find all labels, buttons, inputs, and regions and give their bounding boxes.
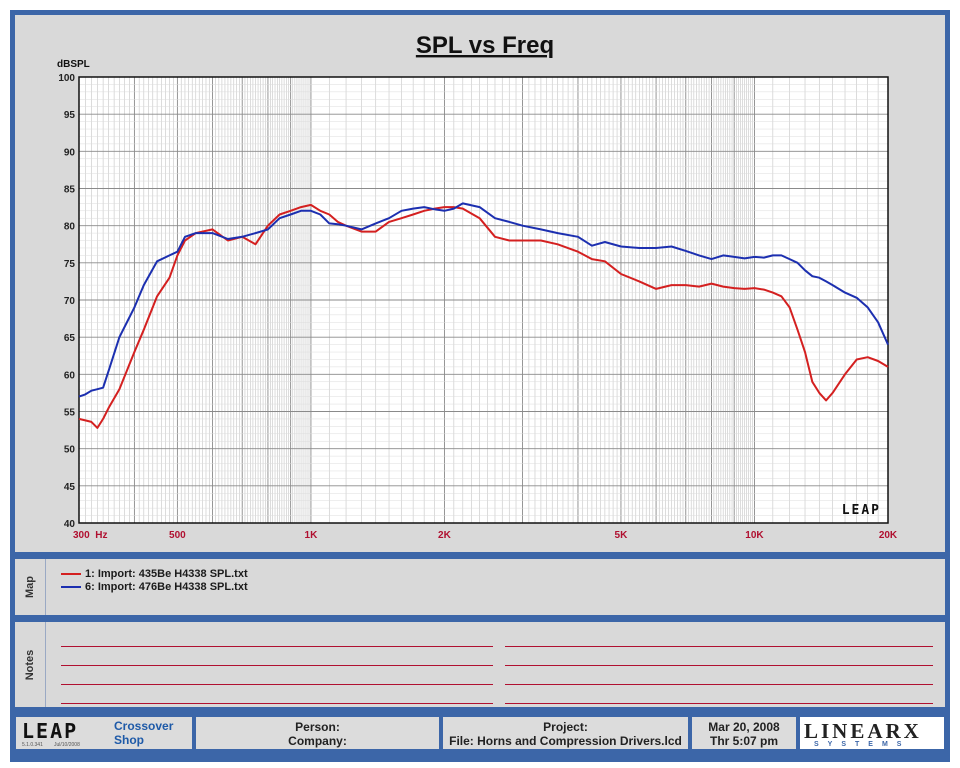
y-ticks: 40 45 50 55 60 65 70 75 80 85 90 95 100 [58, 73, 75, 530]
y-tick-label: 100 [58, 73, 75, 84]
y-tick-label: 85 [64, 185, 76, 196]
x-ticks: 300 Hz 500 1K 2K 5K 10K 20K [73, 530, 898, 541]
plot-border [78, 76, 889, 524]
x-tick-label: 5K [615, 530, 629, 541]
product-line2: Shop [114, 733, 144, 747]
product-name: Crossover Shop [114, 719, 173, 747]
legend-label: 1: Import: 435Be H4338 SPL.txt [85, 567, 248, 580]
y-tick-label: 65 [64, 333, 76, 344]
x-tick-label: 1K [305, 530, 319, 541]
y-tick-label: 45 [64, 482, 76, 493]
brand-box: LINEARX SYSTEMS [799, 716, 945, 750]
linearx-logo: LINEARX [804, 719, 922, 743]
legend-swatch [61, 572, 81, 575]
person-box: Person: Company: [195, 716, 440, 750]
project-label: Project: [543, 720, 588, 734]
app-frame: SPL vs Freq dBSPL 40 45 50 55 60 65 70 75 80 85 90… [10, 10, 950, 762]
note-line [505, 703, 933, 704]
map-label: Map [24, 576, 36, 598]
legend-label: 6: Import: 476Be H4338 SPL.txt [85, 580, 248, 593]
series-line-2 [78, 202, 889, 398]
y-tick-label: 60 [64, 370, 76, 381]
x-tick-label: 300 Hz [73, 530, 107, 541]
legend-item-1: 1: Import: 435Be H4338 SPL.txt [61, 567, 248, 580]
y-tick-label: 50 [64, 445, 76, 456]
x-tick-label: 500 [169, 530, 186, 541]
note-line [505, 665, 933, 666]
y-tick-label: 95 [64, 110, 76, 121]
y-axis-label: dBSPL [57, 59, 90, 70]
version-date: Jul/10/2008 [54, 742, 80, 748]
x-tick-label: 2K [438, 530, 452, 541]
map-side-label: Map [15, 559, 46, 615]
chart-panel: SPL vs Freq dBSPL 40 45 50 55 60 65 70 75 80 85 90… [15, 15, 945, 552]
notes-label: Notes [24, 649, 36, 680]
y-tick-label: 55 [64, 408, 76, 419]
notes-panel: Notes [15, 622, 945, 707]
legend-item-2: 6: Import: 476Be H4338 SPL.txt [61, 580, 248, 593]
company-label: Company: [288, 734, 347, 748]
leap-watermark: LEAP [842, 503, 881, 518]
leap-logo: LEAP [22, 719, 79, 743]
map-panel: Map 1: Import: 435Be H4338 SPL.txt 6: Imp… [15, 559, 945, 615]
y-tick-label: 70 [64, 296, 76, 307]
series-line-1 [78, 203, 889, 429]
person-label: Person: [295, 720, 340, 734]
footer-logo-box: LEAP 5.1.0.341 Jul/10/2008 Crossover Sho… [15, 716, 193, 750]
footer-panel: LEAP 5.1.0.341 Jul/10/2008 Crossover Sho… [15, 714, 945, 758]
version-text: 5.1.0.341 [22, 742, 43, 748]
legend-swatch [61, 585, 81, 588]
note-line [61, 703, 493, 704]
file-label: File: Horns and Compression Drivers.lcd [449, 734, 682, 748]
y-tick-label: 75 [64, 259, 76, 270]
linearx-sub: SYSTEMS [814, 741, 911, 748]
note-line [61, 646, 493, 647]
spl-chart: SPL vs Freq dBSPL 40 45 50 55 60 65 70 75 80 85 90… [57, 32, 898, 541]
project-box: Project: File: Horns and Compression Dri… [442, 716, 689, 750]
x-tick-label: 10K [745, 530, 764, 541]
date-box: Mar 20, 2008 Thr 5:07 pm [691, 716, 797, 750]
note-line [505, 646, 933, 647]
note-line [61, 665, 493, 666]
chart-title: SPL vs Freq [416, 32, 554, 59]
x-tick-label: 20K [879, 530, 898, 541]
grid [78, 76, 889, 524]
y-tick-label: 90 [64, 147, 76, 158]
product-line1: Crossover [114, 719, 174, 733]
y-tick-label: 40 [64, 519, 76, 530]
legend: 1: Import: 435Be H4338 SPL.txt 6: Import:… [61, 567, 248, 593]
note-line [505, 684, 933, 685]
series [78, 202, 889, 429]
y-tick-label: 80 [64, 222, 76, 233]
note-line [61, 684, 493, 685]
notes-side-label: Notes [15, 622, 46, 707]
time-text: Thr 5:07 pm [709, 734, 778, 748]
date-text: Mar 20, 2008 [708, 720, 780, 734]
